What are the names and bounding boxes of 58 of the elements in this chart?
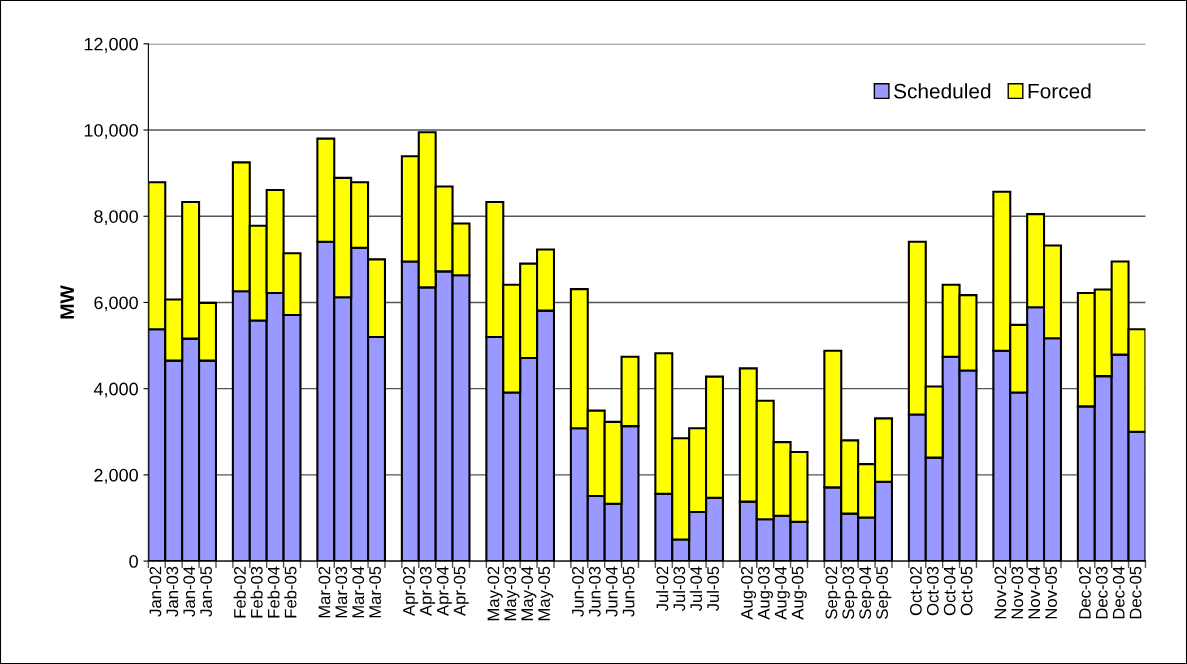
x-tick-label: Apr-02 bbox=[402, 566, 419, 616]
x-tick-label: Jul-03 bbox=[672, 566, 686, 612]
x-tick-label: Jan-05 bbox=[200, 566, 212, 617]
x-tick-label: Feb-04 bbox=[267, 566, 280, 618]
x-tick-label: Jan-03 bbox=[166, 566, 179, 617]
x-tick-label: Jun-03 bbox=[588, 566, 601, 617]
legend-label: Forced bbox=[1028, 83, 1091, 99]
x-tick-label: Feb-03 bbox=[250, 566, 263, 618]
x-tick-label: Aug-04 bbox=[774, 566, 790, 620]
y-tick-label: 12,000 bbox=[84, 37, 138, 53]
legend-label: Scheduled bbox=[894, 83, 991, 99]
y-tick-label: 2,000 bbox=[94, 468, 138, 484]
y-tick-label: 4,000 bbox=[93, 382, 138, 398]
x-tick-label: Apr-03 bbox=[419, 566, 435, 616]
x-tick-label: Oct-05 bbox=[960, 566, 973, 616]
x-tick-label: Aug-05 bbox=[791, 566, 807, 620]
y-axis-title: MW bbox=[60, 285, 74, 319]
x-tick-label: May-04 bbox=[521, 566, 537, 621]
x-tick-label: Nov-04 bbox=[1028, 566, 1041, 619]
x-tick-label: Dec-02 bbox=[1078, 566, 1091, 619]
x-tick-label: Oct-03 bbox=[926, 566, 939, 616]
x-tick-label: Mar-05 bbox=[369, 566, 381, 618]
x-tick-label: Jun-05 bbox=[622, 566, 635, 617]
x-tick-label: Mar-04 bbox=[352, 566, 365, 618]
x-tick-label: Jul-04 bbox=[689, 566, 703, 612]
x-tick-label: Feb-05 bbox=[284, 566, 297, 618]
y-tick-label: 0 bbox=[129, 555, 138, 568]
y-tick-label: 8,000 bbox=[94, 210, 138, 226]
x-tick-label: Mar-02 bbox=[318, 566, 331, 618]
x-tick-label: Jan-02 bbox=[149, 566, 162, 617]
x-tick-label: May-05 bbox=[538, 566, 554, 621]
x-tick-label: Apr-05 bbox=[453, 566, 469, 616]
x-tick-label: Dec-04 bbox=[1112, 566, 1125, 619]
x-tick-label: Mar-03 bbox=[335, 566, 348, 618]
x-tick-label: Nov-03 bbox=[1011, 566, 1024, 619]
x-tick-label: Nov-05 bbox=[1045, 566, 1057, 619]
x-tick-label: May-02 bbox=[487, 566, 503, 621]
y-tick-label: 6,000 bbox=[94, 296, 138, 312]
x-tick-label: Sep-02 bbox=[825, 566, 841, 619]
x-tick-label: Apr-04 bbox=[436, 566, 452, 616]
x-tick-label: Nov-02 bbox=[994, 566, 1007, 619]
x-tick-label: Jul-05 bbox=[706, 566, 719, 612]
x-tick-label: Sep-04 bbox=[859, 566, 875, 619]
x-tick-label: Jun-02 bbox=[571, 566, 584, 617]
x-tick-label: Jan-04 bbox=[183, 566, 196, 617]
x-tick-label: Jul-02 bbox=[656, 566, 669, 612]
x-tick-label: Aug-03 bbox=[757, 566, 773, 620]
y-tick-label: 10,000 bbox=[84, 123, 138, 139]
x-tick-label: Oct-04 bbox=[943, 566, 956, 616]
x-tick-label: May-03 bbox=[504, 566, 520, 621]
x-tick-label: Dec-05 bbox=[1129, 566, 1142, 619]
x-tick-label: Feb-02 bbox=[233, 566, 246, 618]
x-tick-label: Sep-03 bbox=[842, 566, 858, 619]
x-tick-label: Oct-02 bbox=[909, 566, 922, 616]
x-tick-label: Sep-05 bbox=[876, 566, 892, 619]
x-tick-label: Aug-02 bbox=[740, 566, 757, 620]
x-tick-label: Dec-03 bbox=[1095, 566, 1108, 619]
x-tick-label: Jun-04 bbox=[605, 566, 618, 617]
